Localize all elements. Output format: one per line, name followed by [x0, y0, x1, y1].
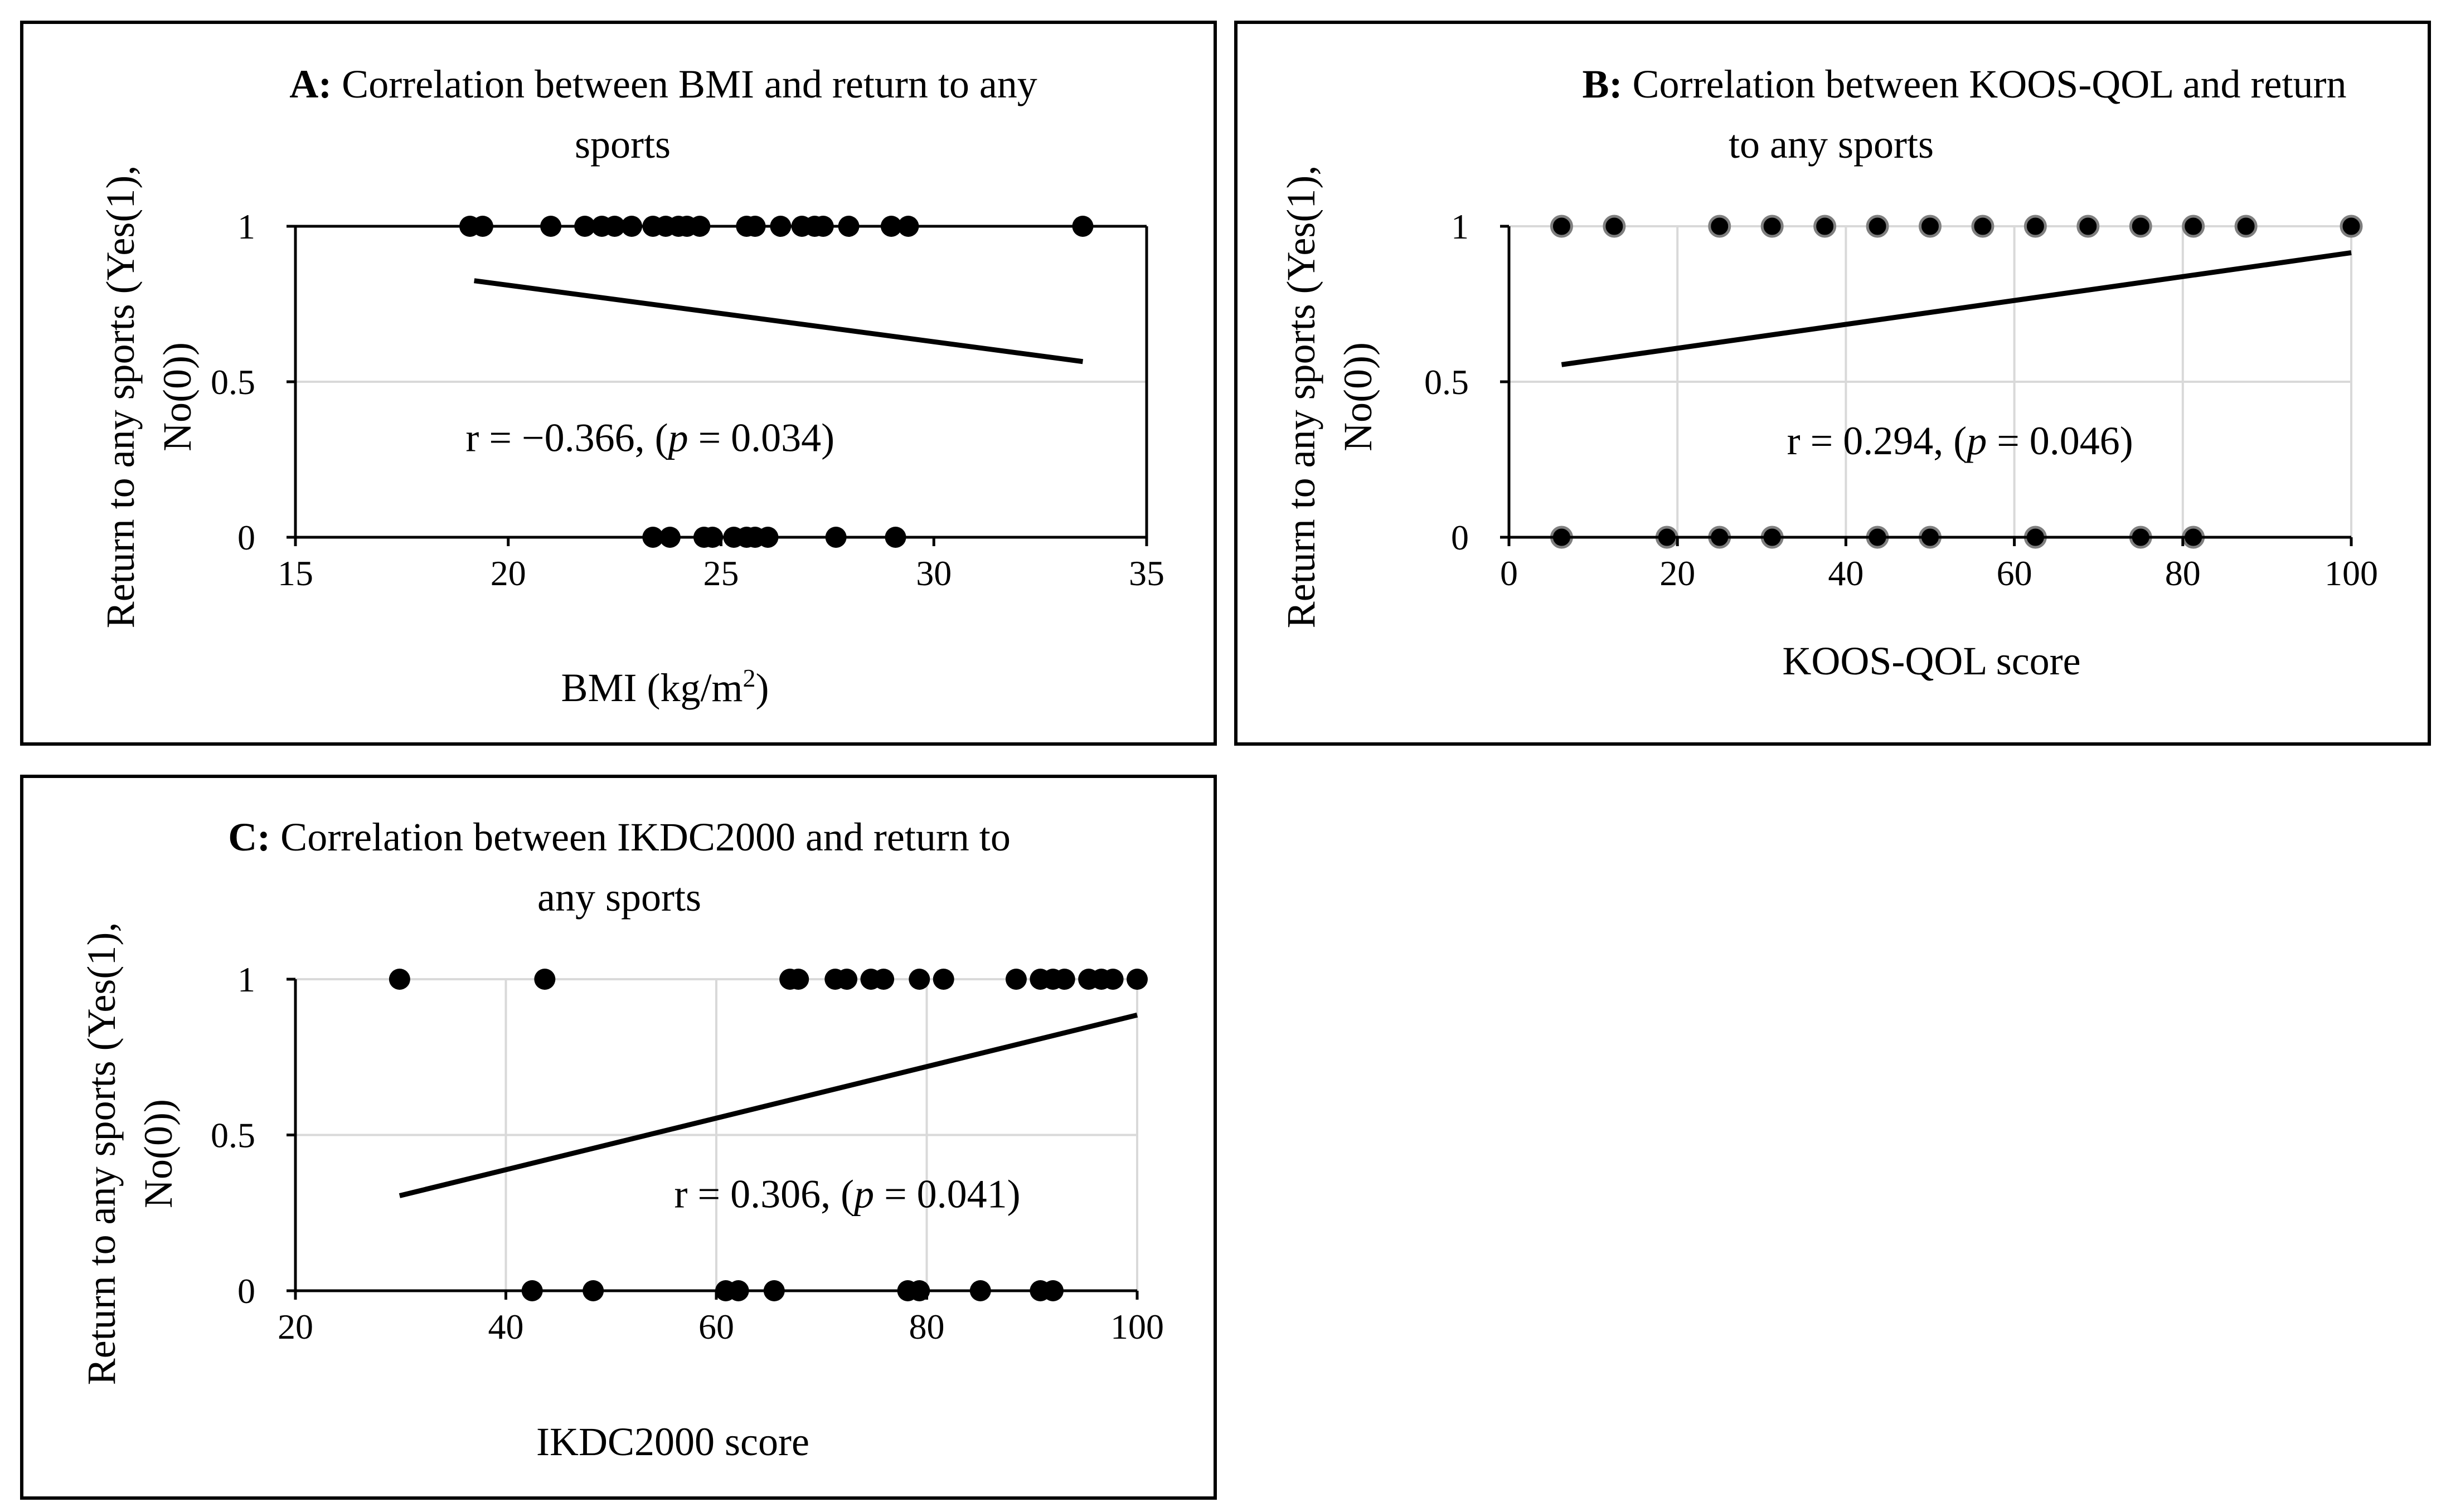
panel-b-tick-labels: 0 20 40 60 80 100 0 0.5 1 — [1424, 207, 2378, 593]
panel-c-point-17 — [1127, 969, 1148, 990]
panel-b-point-10 — [2129, 215, 2152, 238]
panel-c-xtick-label-2: 60 — [698, 1307, 734, 1346]
panel-b-point-5 — [1866, 215, 1889, 238]
panel-c-ylabel-line1: Return to any sports (Yes(1), — [79, 922, 124, 1385]
panel-c-point-1 — [534, 969, 556, 990]
panel-a-ylabel: Return to any sports (Yes(1), No(0)) — [98, 166, 200, 629]
panel-c-correlation-annotation: r = 0.306, (p = 0.041) — [674, 1172, 1021, 1217]
panel-b-title-line2: to any sports — [1729, 122, 1934, 167]
panel-c-point-3 — [788, 969, 809, 990]
panel-a-xlabel: BMI (kg/m2) — [561, 664, 769, 710]
panel-c-xlabel: IKDC2000 score — [536, 1419, 809, 1464]
panel-b-point-9 — [2076, 215, 2100, 238]
panel-a-xtick-label-3: 30 — [916, 553, 952, 593]
panel-c: C: Correlation between IKDC2000 and retu… — [20, 775, 1217, 1500]
panel-a-xtick-label-0: 15 — [278, 553, 313, 593]
panel-c-xtick-label-3: 80 — [909, 1307, 945, 1346]
panel-b-point-8 — [2023, 215, 2047, 238]
panel-a-frame — [20, 21, 1217, 746]
panel-b-trendline-layer — [1561, 250, 2352, 367]
panel-c-title-line2: any sports — [537, 875, 701, 920]
panel-b-point-7 — [1971, 215, 1994, 238]
panel-b-point-13 — [2340, 215, 2363, 238]
panel-b-xtick-label-0: 0 — [1500, 553, 1518, 593]
panel-a-ytick-label-2: 1 — [237, 207, 255, 246]
panel-a-xtick-label-4: 35 — [1129, 553, 1164, 593]
panel-b-point-2 — [1708, 215, 1731, 238]
panel-c-point-8 — [909, 969, 930, 990]
panel-b-ytick-label-1: 0.5 — [1424, 362, 1469, 402]
panel-c-point-0 — [389, 969, 410, 990]
panel-c-ylabel: Return to any sports (Yes(1), No(0)) — [79, 922, 181, 1385]
panel-a-ytick-label-0: 0 — [237, 518, 255, 557]
panel-b-ylabel: Return to any sports (Yes(1), No(0)) — [1279, 166, 1380, 629]
panel-c-point-7 — [873, 969, 895, 990]
panel-a-ylabel-line2: No(0)) — [155, 342, 200, 451]
panel-c-trendline-layer — [399, 1012, 1138, 1198]
panel-c-point-10 — [1005, 969, 1027, 990]
panel-b-xtick-label-1: 20 — [1659, 553, 1695, 593]
panel-b-xtick-label-4: 80 — [2165, 553, 2201, 593]
panel-b-correlation-annotation: r = 0.294, (p = 0.046) — [1787, 419, 2133, 463]
panel-b: B: Correlation between KOOS-QOL and retu… — [1234, 21, 2431, 746]
panel-c-ytick-label-2: 1 — [237, 960, 255, 999]
panel-a-trendline-layer — [474, 278, 1084, 364]
panel-b-trendline — [1561, 250, 2352, 367]
panel-a-correlation-annotation: r = −0.366, (p = 0.034) — [465, 415, 834, 460]
panel-a-xtick-label-1: 20 — [491, 553, 526, 593]
panel-c-axes — [287, 978, 1139, 1300]
panel-a-title-line2: sports — [575, 122, 671, 167]
panel-b-point-3 — [1760, 215, 1784, 238]
panel-c-ytick-label-0: 0 — [237, 1271, 255, 1311]
panel-a-title-line1: A: Correlation between BMI and return to… — [289, 62, 1037, 106]
panel-c-point-9 — [933, 969, 954, 990]
panel-a-ytick-label-1: 0.5 — [211, 362, 255, 402]
panel-c-title-line1: C: Correlation between IKDC2000 and retu… — [228, 815, 1011, 859]
panel-c-point-16 — [1102, 969, 1124, 990]
panel-b-xtick-label-3: 60 — [1997, 553, 2032, 593]
panel-b-point-1 — [1603, 215, 1626, 238]
panel-b-ylabel-line1: Return to any sports (Yes(1), — [1279, 166, 1323, 629]
panel-c-xtick-label-1: 40 — [488, 1307, 524, 1346]
panel-c-points — [389, 969, 1148, 1301]
panel-b-point-12 — [2234, 215, 2258, 238]
panel-b-frame — [1234, 21, 2431, 746]
panel-c-point-5 — [836, 969, 858, 990]
panel-c-ytick-label-1: 0.5 — [211, 1116, 255, 1155]
panel-c-xtick-label-4: 100 — [1110, 1307, 1164, 1346]
panel-c-ylabel-line2: No(0)) — [136, 1099, 181, 1208]
panel-a-xtick-label-2: 25 — [703, 553, 739, 593]
panel-c-gridlines — [295, 978, 1138, 1291]
panel-a-axes — [287, 225, 1148, 546]
panel-a: A: Correlation between BMI and return to… — [20, 21, 1217, 746]
panel-b-point-6 — [1919, 215, 1942, 238]
panel-b-point-0 — [1550, 215, 1573, 238]
panel-b-point-11 — [2182, 215, 2205, 238]
panel-b-axes — [1500, 225, 2353, 546]
panel-a-ylabel-line1: Return to any sports (Yes(1), — [98, 166, 143, 629]
panel-b-xlabel: KOOS-QOL score — [1782, 639, 2080, 683]
panel-c-frame — [20, 775, 1217, 1500]
panel-b-ytick-label-0: 0 — [1451, 518, 1469, 557]
panel-b-xtick-label-5: 100 — [2324, 553, 2378, 593]
panel-c-point-13 — [1054, 969, 1075, 990]
panel-b-point-4 — [1813, 215, 1837, 238]
panel-c-xtick-label-0: 20 — [278, 1307, 313, 1346]
panel-b-title-line1: B: Correlation between KOOS-QOL and retu… — [1583, 62, 2347, 106]
panel-c-trendline — [399, 1012, 1138, 1198]
panel-a-trendline — [474, 278, 1084, 364]
panel-b-xtick-label-2: 40 — [1828, 553, 1863, 593]
panel-a-tick-labels: 15 20 25 30 35 0 0.5 1 — [211, 207, 1164, 593]
panel-c-tick-labels: 20 40 60 80 100 0 0.5 1 — [211, 960, 1164, 1346]
panel-b-ylabel-line2: No(0)) — [1336, 342, 1380, 451]
panel-b-ytick-label-2: 1 — [1451, 207, 1469, 246]
